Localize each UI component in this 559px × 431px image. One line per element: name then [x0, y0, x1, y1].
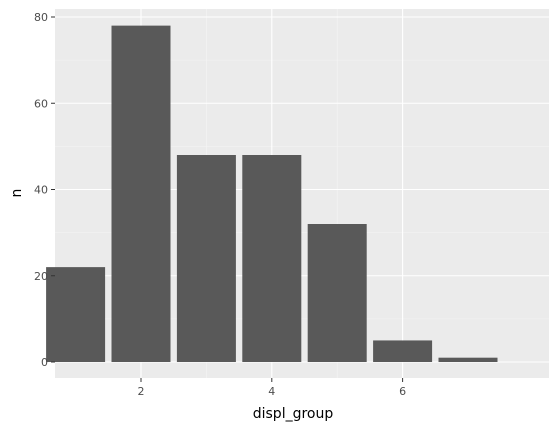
bar	[111, 25, 171, 362]
y-tick-label: 60	[34, 97, 48, 110]
bar	[176, 155, 236, 362]
x-tick-label: 2	[138, 385, 145, 398]
y-axis-ticks: 0 20 40 60 80	[34, 11, 55, 369]
bar	[242, 155, 302, 362]
y-tick-label: 20	[34, 270, 48, 283]
x-axis-ticks: 2 4 6	[138, 378, 406, 398]
x-axis-title: displ_group	[253, 406, 334, 422]
bar	[46, 267, 106, 362]
y-tick-label: 80	[34, 11, 48, 24]
y-tick-label: 0	[41, 356, 48, 369]
bar	[373, 340, 433, 362]
x-tick-label: 4	[268, 385, 275, 398]
bars	[46, 25, 498, 362]
y-axis-title: n	[9, 189, 25, 198]
bar	[438, 357, 498, 362]
x-tick-label: 6	[399, 385, 406, 398]
bar	[307, 224, 367, 362]
y-tick-label: 40	[34, 184, 48, 197]
